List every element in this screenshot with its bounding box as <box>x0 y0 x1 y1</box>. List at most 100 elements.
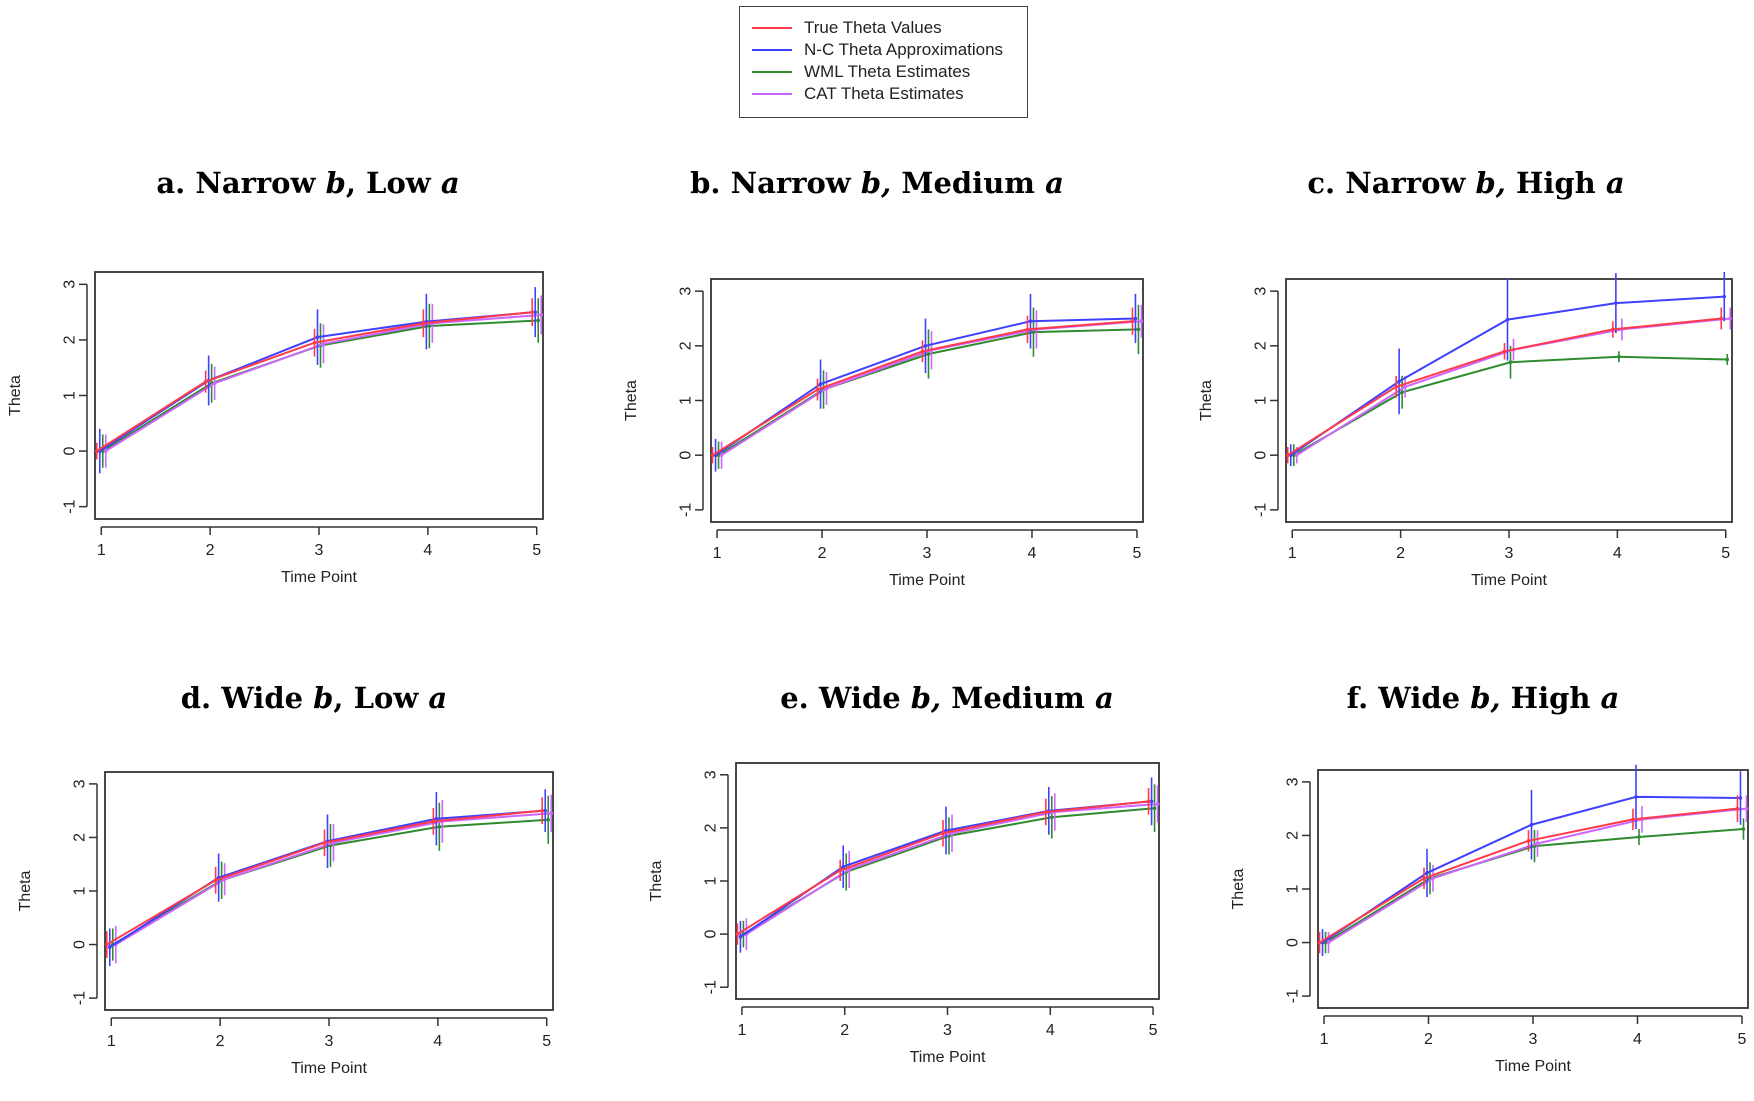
data-point-nc <box>543 808 548 813</box>
data-point-true <box>1719 316 1724 321</box>
plot-frame <box>1317 769 1749 1009</box>
plot-panel-a: 1 2 3 4 5 -1 0 1 2 3 Time Point Theta <box>7 271 544 586</box>
legend-swatch-nc <box>752 49 792 51</box>
x-tick-label: 2 <box>1396 545 1405 562</box>
data-point-wml <box>1152 806 1157 811</box>
y-axis-label: Theta <box>1230 868 1247 909</box>
x-tick-label: 2 <box>840 1022 849 1039</box>
y-tick-label: -1 <box>678 503 695 517</box>
data-point-true <box>421 321 426 326</box>
data-point-wml <box>1508 360 1513 365</box>
plot-panel-e: 1 2 3 4 5 -1 0 1 2 3 Time Point Theta <box>648 762 1160 1066</box>
data-point-nc <box>1149 799 1154 804</box>
plot-frame <box>94 271 544 520</box>
data-point-cat <box>1326 940 1331 945</box>
data-point-nc <box>738 934 743 939</box>
legend-swatch-wml <box>752 71 792 73</box>
x-tick-label: 3 <box>1505 545 1514 562</box>
y-tick-label: 2 <box>678 341 695 350</box>
data-point-cat <box>1431 876 1435 881</box>
data-point-true <box>838 868 843 873</box>
data-point-true <box>94 449 99 453</box>
y-tick-label: 1 <box>1253 396 1270 405</box>
x-tick-label: 1 <box>737 1022 746 1039</box>
data-point-nc <box>1634 795 1638 799</box>
x-tick-label: 2 <box>1424 1031 1433 1048</box>
plot-panel-f: 1 2 3 4 5 -1 0 1 2 3 Time Point Theta <box>1230 764 1749 1075</box>
x-tick-label: 2 <box>818 545 827 562</box>
data-point-true <box>104 942 109 947</box>
data-point-cat <box>549 811 554 816</box>
data-point-true <box>1735 806 1740 811</box>
y-tick-label: 0 <box>62 447 79 456</box>
x-tick-label: 4 <box>433 1033 442 1050</box>
x-tick-label: 3 <box>325 1033 334 1050</box>
data-point-true <box>710 453 715 457</box>
panel-title-d: d. Wide b, Low a <box>180 681 448 715</box>
data-point-nc <box>1505 317 1510 322</box>
data-point-true <box>431 819 436 824</box>
data-point-cat <box>719 453 724 457</box>
x-tick-label: 5 <box>1132 545 1141 562</box>
data-point-nc <box>1738 796 1743 800</box>
x-tick-label: 3 <box>923 545 932 562</box>
y-tick-label: 3 <box>1253 287 1270 296</box>
x-tick-label: 3 <box>315 542 324 559</box>
y-tick-label: 0 <box>703 930 720 939</box>
data-point-true <box>203 379 208 384</box>
y-tick-label: 2 <box>1253 341 1270 350</box>
legend-swatch-cat <box>752 93 792 95</box>
x-tick-label: 1 <box>1320 1031 1329 1048</box>
y-axis-label: Theta <box>17 870 34 911</box>
x-axis-label: Time Point <box>910 1049 986 1066</box>
x-tick-label: 5 <box>532 542 541 559</box>
data-point-nc <box>533 310 538 314</box>
plot-panel-c: 1 2 3 4 5 -1 0 1 2 3 Time Point Theta <box>1198 272 1733 589</box>
data-point-wml <box>1136 327 1141 332</box>
data-point-nc <box>1397 379 1401 384</box>
y-axis-label: Theta <box>648 860 665 901</box>
data-point-wml <box>1617 354 1621 359</box>
panel-title-b: b. Narrow b, Medium a <box>690 166 1064 200</box>
x-axis-label: Time Point <box>291 1060 367 1077</box>
legend-label-wml: WML Theta Estimates <box>804 62 971 81</box>
x-tick-label: 3 <box>943 1022 952 1039</box>
data-point-nc <box>315 335 320 339</box>
data-point-nc <box>1529 822 1534 827</box>
data-point-true <box>1394 385 1398 389</box>
x-tick-label: 4 <box>423 542 432 559</box>
data-point-wml <box>437 824 442 829</box>
data-point-true <box>312 340 317 345</box>
data-point-cat <box>1728 316 1733 321</box>
data-point-true <box>1146 799 1151 804</box>
data-point-wml <box>546 817 551 822</box>
data-point-cat <box>1744 806 1749 811</box>
y-tick-label: 3 <box>678 287 695 296</box>
data-point-wml <box>536 318 541 323</box>
data-point-wml <box>926 352 931 356</box>
data-point-true <box>1502 349 1507 354</box>
series-line-cat <box>1327 807 1747 944</box>
data-point-wml <box>1400 390 1404 395</box>
panel-title-e: e. Wide b, Medium a <box>780 681 1114 715</box>
y-tick-label: 1 <box>1285 884 1302 893</box>
y-tick-label: 3 <box>703 770 720 779</box>
y-tick-label: 1 <box>703 876 720 885</box>
x-tick-label: 1 <box>1288 545 1297 562</box>
x-tick-label: 5 <box>1149 1022 1158 1039</box>
legend-item-true: True Theta Values <box>752 17 942 39</box>
panel-title-c: c. Narrow b, High a <box>1307 166 1625 200</box>
y-axis-label: Theta <box>1198 380 1215 421</box>
x-axis-label: Time Point <box>1471 572 1547 589</box>
panel-title-a: a. Narrow b, Low a <box>156 166 460 200</box>
plot-frame <box>710 278 1144 523</box>
x-tick-label: 5 <box>542 1033 551 1050</box>
y-tick-label: -1 <box>1253 503 1270 517</box>
data-point-true <box>213 878 218 883</box>
data-point-cat <box>103 449 108 453</box>
data-point-true <box>735 932 740 936</box>
x-axis-label: Time Point <box>889 572 965 589</box>
data-point-true <box>1043 810 1048 814</box>
x-tick-label: 5 <box>1738 1031 1747 1048</box>
data-point-nc <box>841 864 846 869</box>
